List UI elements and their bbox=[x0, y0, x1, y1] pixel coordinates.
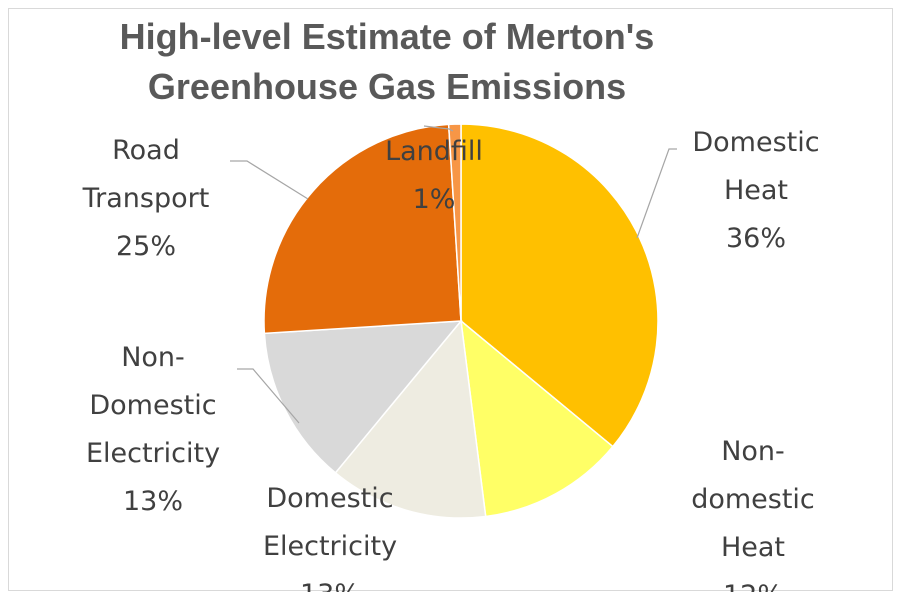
data-label-line: Heat bbox=[724, 175, 788, 206]
data-label-non-domestic-electricity: Non- Domestic Electricity 13% bbox=[86, 342, 220, 517]
data-label-line: domestic bbox=[691, 484, 815, 515]
data-label-line: 13% bbox=[123, 486, 183, 517]
data-label-line: 13% bbox=[300, 579, 360, 592]
pie-slice-non-domestic-heat bbox=[460, 319, 614, 518]
data-label-non-domestic-heat: Non-domestic Heat 12% bbox=[691, 436, 815, 592]
pie-slice-non-domestic-electricity bbox=[263, 320, 463, 474]
data-label-line: Domestic bbox=[692, 127, 819, 158]
data-label-line: Domestic bbox=[266, 483, 393, 514]
data-label-line: Road bbox=[112, 135, 180, 166]
data-label-line: Electricity bbox=[263, 531, 397, 562]
leader-lines bbox=[230, 125, 677, 424]
data-label-domestic-heat: Domestic Heat 36% bbox=[692, 127, 819, 254]
pie-slice-road-transport bbox=[263, 123, 462, 335]
leader-line bbox=[636, 148, 677, 239]
data-label-line: 12% bbox=[723, 580, 783, 592]
data-label-line: 1% bbox=[413, 184, 456, 215]
leader-line bbox=[230, 160, 309, 200]
data-label-road-transport: Road Transport 25% bbox=[82, 135, 210, 262]
chart-title-line: High-level Estimate of Merton's bbox=[120, 16, 655, 57]
data-label-landfill: Landfill 1% bbox=[385, 136, 483, 215]
pie-slice-domestic-heat bbox=[460, 123, 659, 448]
leader-line bbox=[237, 368, 300, 424]
data-label-domestic-electricity: Domestic Electricity 13% bbox=[263, 483, 397, 592]
data-label-line: 36% bbox=[726, 223, 786, 254]
pie-slice-domestic-electricity bbox=[334, 319, 487, 519]
data-label-line: Landfill bbox=[385, 136, 483, 167]
chart-title: High-level Estimate of Merton's Greenhous… bbox=[120, 16, 655, 107]
pie-slice-landfill bbox=[447, 123, 462, 322]
data-label-line: Non- bbox=[121, 342, 185, 373]
data-labels: Domestic Heat 36% Non-domestic Heat 12% Domest… bbox=[82, 127, 820, 592]
data-label-line: Transport bbox=[82, 183, 210, 214]
data-label-line: 25% bbox=[116, 231, 176, 262]
data-label-line: Electricity bbox=[86, 438, 220, 469]
pie-chart: High-level Estimate of Merton's Greenhous… bbox=[82, 16, 820, 592]
pie-slices bbox=[263, 123, 659, 519]
data-label-line: Domestic bbox=[89, 390, 216, 421]
data-label-line: Heat bbox=[721, 532, 785, 563]
data-label-line: Non- bbox=[721, 436, 785, 467]
chart-title-line: Greenhouse Gas Emissions bbox=[148, 66, 626, 107]
chart-frame: High-level Estimate of Merton's Greenhous… bbox=[8, 8, 893, 592]
leader-line bbox=[423, 125, 454, 132]
